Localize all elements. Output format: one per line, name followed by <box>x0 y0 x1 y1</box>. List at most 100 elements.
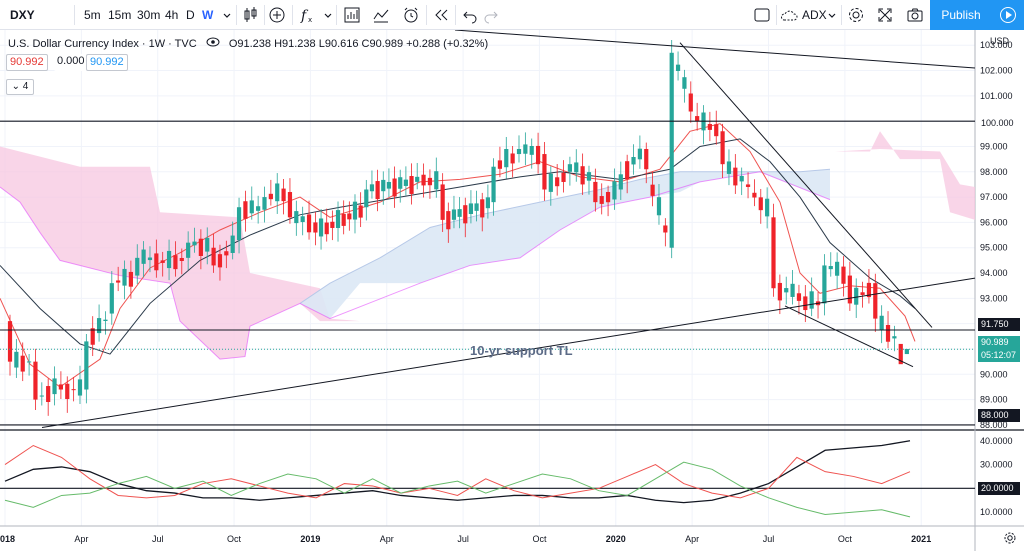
candle-body <box>885 324 891 342</box>
replay-icon[interactable] <box>431 5 451 25</box>
buy-price-box[interactable]: 90.992 <box>86 54 128 71</box>
time-tick-label: 2019 <box>300 534 320 544</box>
play-button[interactable] <box>992 0 1024 30</box>
indicator-name[interactable]: ADX <box>802 8 827 22</box>
candle-body <box>879 315 884 331</box>
ideas-icon[interactable] <box>371 5 391 25</box>
candle-body <box>268 193 273 200</box>
interval-5m[interactable]: 5m <box>84 8 101 22</box>
chart-canvas[interactable]: 103.000 102.000 101.000 100.000 99.000 98.000… <box>0 30 1024 551</box>
candle-body <box>457 209 462 217</box>
candle-body <box>173 255 178 270</box>
ohlc-values: O91.238 H91.238 L90.616 C90.989 +0.288 (… <box>228 38 489 50</box>
price-tick-label: 103.000 <box>980 40 1013 50</box>
candle-body <box>186 242 191 258</box>
series-title[interactable]: U.S. Dollar Currency Index · 1W · TVC <box>8 38 197 50</box>
candle-body <box>854 287 859 305</box>
candle-body <box>828 266 833 270</box>
candle-body <box>516 148 522 155</box>
candle-body <box>593 181 598 203</box>
chevron-down-icon[interactable] <box>822 5 842 25</box>
candle-body <box>529 146 534 155</box>
publish-button[interactable]: Publish <box>930 0 992 30</box>
candle-body <box>446 211 451 230</box>
candle-body <box>52 378 57 395</box>
adx-series-ADX <box>4 440 911 504</box>
price-tick-label: 88.000 <box>980 420 1008 430</box>
candle-body <box>20 355 25 372</box>
sell-price-box[interactable]: 90.992 <box>6 54 48 71</box>
fullscreen-icon[interactable] <box>875 5 895 25</box>
chevron-down-icon[interactable] <box>318 5 338 25</box>
candle-body <box>318 218 324 237</box>
toolbar-divider <box>236 5 237 25</box>
upper-trendline <box>454 30 976 69</box>
interval-15m[interactable]: 15m <box>108 8 132 22</box>
adx-level-tag: 20.0000 <box>978 482 1020 495</box>
candle-body <box>14 351 19 368</box>
candle-body <box>294 211 299 224</box>
candle-body <box>618 174 623 190</box>
chart-grid <box>0 30 1024 551</box>
alert-clock-icon[interactable] <box>401 5 421 25</box>
interval-w[interactable]: W <box>202 8 214 22</box>
candle-body <box>892 336 897 339</box>
price-tick-label: 93.000 <box>980 293 1008 303</box>
lower-channel-line <box>784 305 914 368</box>
candle-body <box>784 288 789 293</box>
candle-body <box>230 235 235 253</box>
candle-body <box>358 205 363 218</box>
interval-d[interactable]: D <box>186 8 195 22</box>
cloud-icon[interactable] <box>779 5 799 25</box>
chevron-down-icon[interactable] <box>217 5 237 25</box>
camera-icon[interactable] <box>905 5 925 25</box>
candle-body <box>504 149 509 168</box>
candle-body <box>669 52 674 248</box>
price-tag-100: 100.000 <box>978 117 1020 130</box>
support-trendline-label[interactable]: 10-yr support TL <box>470 343 573 358</box>
candle-body <box>605 191 611 203</box>
candle-body <box>335 210 341 229</box>
play-circle-icon <box>1000 7 1016 23</box>
candle-body <box>574 162 579 173</box>
candle-body <box>451 209 457 220</box>
candle-body <box>599 196 604 204</box>
candle-body <box>480 199 485 218</box>
toolbar-divider <box>426 5 427 25</box>
candle-body <box>281 188 286 202</box>
financials-icon[interactable] <box>342 5 362 25</box>
undo-icon[interactable] <box>460 5 480 25</box>
time-tick-label: Oct <box>227 534 242 544</box>
cloud-span-b <box>0 171 831 360</box>
candle-body-last <box>904 348 909 355</box>
toolbar-divider <box>292 5 293 25</box>
price-tick-label: 102.000 <box>980 66 1013 76</box>
candle-body <box>898 343 903 365</box>
adx-series-plusminus-DI <box>4 444 911 499</box>
adx-panel <box>0 440 975 518</box>
redo-icon[interactable] <box>481 5 501 25</box>
time-tick-label: Jul <box>763 534 775 544</box>
symbol-search[interactable]: DXY <box>10 8 35 22</box>
collapse-legend-button[interactable]: ⌄ 4 <box>6 79 34 95</box>
candle-body <box>369 184 375 192</box>
downtrend-line <box>679 42 933 328</box>
candle-body <box>463 205 468 224</box>
candle-body <box>103 319 108 322</box>
interval-30m[interactable]: 30m <box>137 8 161 22</box>
candles-icon[interactable] <box>240 5 260 25</box>
settings-gear-icon[interactable] <box>846 5 866 25</box>
time-tick-label: Oct <box>532 534 547 544</box>
countdown-tag: 05:12:07 <box>978 349 1020 362</box>
candle-body <box>122 268 127 286</box>
eye-icon[interactable] <box>206 37 220 47</box>
candle-body <box>58 384 63 390</box>
interval-4h[interactable]: 4h <box>165 8 179 22</box>
chart-settings-icon[interactable] <box>1003 531 1017 545</box>
fullscreen-box-icon[interactable] <box>752 5 772 25</box>
add-compare-icon[interactable] <box>267 5 287 25</box>
candle-body <box>421 174 426 186</box>
candle-body <box>682 77 687 89</box>
candle-body <box>688 93 693 112</box>
